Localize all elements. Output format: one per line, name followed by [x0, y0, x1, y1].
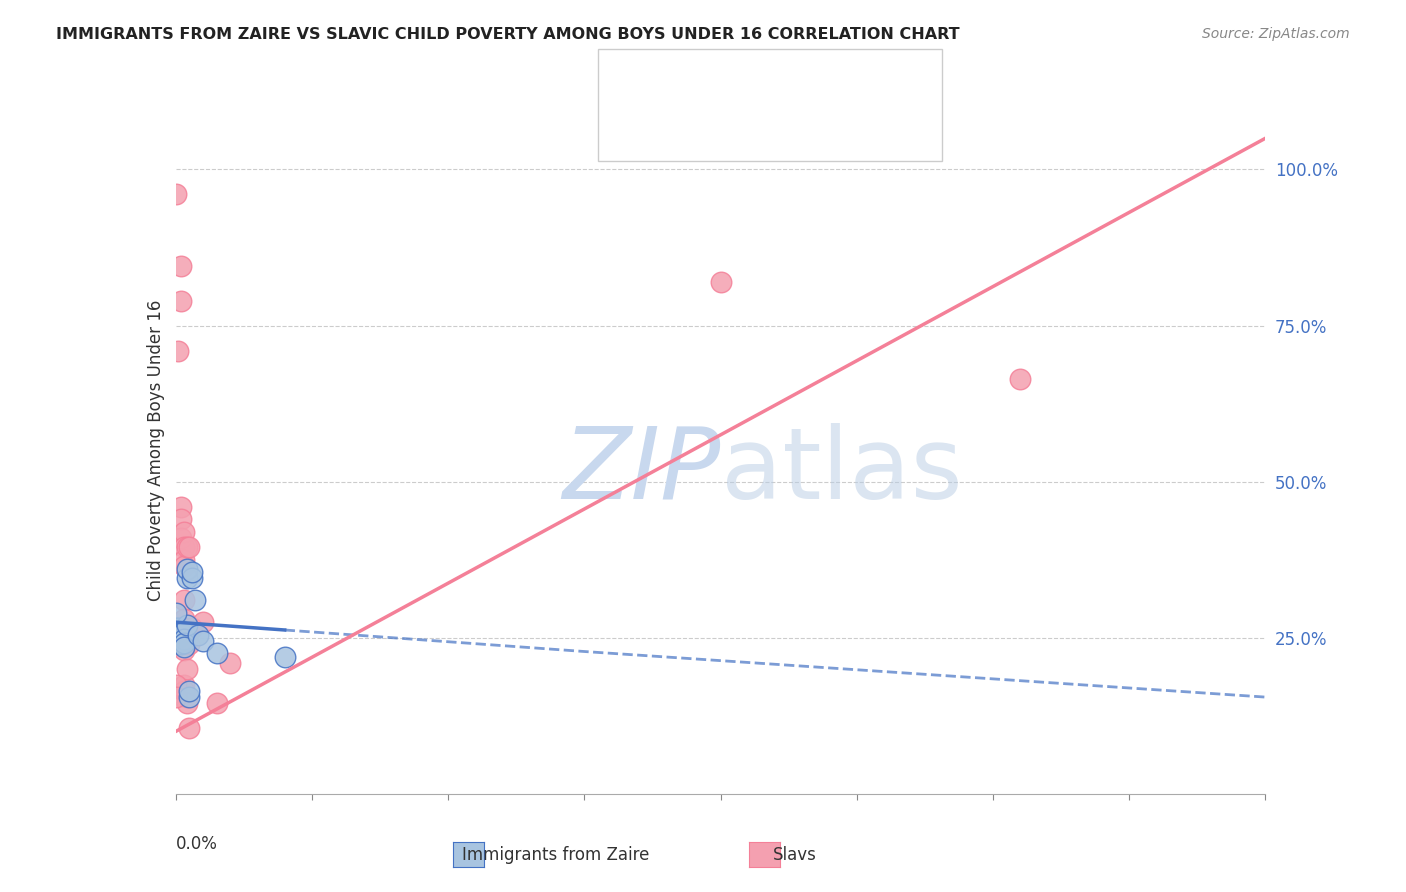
Text: IMMIGRANTS FROM ZAIRE VS SLAVIC CHILD POVERTY AMONG BOYS UNDER 16 CORRELATION CH: IMMIGRANTS FROM ZAIRE VS SLAVIC CHILD PO… — [56, 27, 960, 42]
Point — [173, 637, 195, 651]
Point — [176, 628, 198, 642]
Point — [179, 690, 201, 705]
Point — [176, 541, 198, 555]
Point — [173, 678, 195, 692]
Point — [176, 696, 198, 710]
Point — [176, 618, 198, 632]
Point — [167, 343, 190, 358]
Point — [165, 678, 187, 692]
Point — [191, 633, 214, 648]
Point — [274, 649, 297, 664]
Point — [173, 593, 195, 607]
Point — [173, 552, 195, 567]
Point — [710, 275, 733, 289]
Point — [179, 541, 201, 555]
Point — [170, 625, 193, 640]
Text: ZIP: ZIP — [562, 423, 721, 519]
Point — [165, 606, 187, 620]
Point — [173, 624, 195, 639]
Point — [173, 631, 195, 645]
Point — [1010, 371, 1032, 385]
Point — [191, 615, 214, 630]
Text: R = -0.174   N = 25: R = -0.174 N = 25 — [648, 70, 811, 88]
Point — [173, 683, 195, 698]
Point — [176, 690, 198, 705]
Text: Immigrants from Zaire: Immigrants from Zaire — [461, 846, 650, 863]
Point — [179, 637, 201, 651]
Point — [170, 512, 193, 526]
Point — [170, 628, 193, 642]
Text: Slavs: Slavs — [772, 846, 817, 863]
Point — [205, 646, 228, 660]
Point — [170, 260, 193, 274]
Point — [170, 633, 193, 648]
Text: 0.0%: 0.0% — [176, 835, 218, 853]
Point — [173, 621, 195, 635]
Text: atlas: atlas — [721, 423, 962, 519]
Point — [173, 636, 195, 650]
Point — [181, 621, 204, 635]
Point — [176, 662, 198, 676]
Point — [165, 690, 187, 705]
Point — [173, 643, 195, 657]
Point — [173, 612, 195, 626]
Point — [219, 656, 242, 670]
Point — [170, 531, 193, 545]
Point — [181, 566, 204, 580]
Text: R =  0.598   N = 36: R = 0.598 N = 36 — [648, 112, 810, 129]
Point — [173, 632, 195, 646]
Point — [179, 721, 201, 735]
Point — [176, 633, 198, 648]
Point — [179, 683, 201, 698]
Point — [167, 631, 190, 645]
Point — [173, 541, 195, 555]
Point — [173, 558, 195, 574]
Point — [181, 572, 204, 586]
Point — [176, 572, 198, 586]
Point — [167, 624, 190, 639]
Point — [205, 696, 228, 710]
Text: Source: ZipAtlas.com: Source: ZipAtlas.com — [1202, 27, 1350, 41]
Y-axis label: Child Poverty Among Boys Under 16: Child Poverty Among Boys Under 16 — [146, 300, 165, 601]
Point — [184, 593, 207, 607]
Point — [170, 500, 193, 514]
Point — [173, 524, 195, 539]
Point — [173, 640, 195, 655]
Point — [186, 628, 209, 642]
Point — [176, 562, 198, 576]
Point — [167, 621, 190, 635]
Point — [170, 293, 193, 308]
Point — [165, 187, 187, 202]
Point — [165, 621, 187, 635]
Point — [170, 637, 193, 651]
